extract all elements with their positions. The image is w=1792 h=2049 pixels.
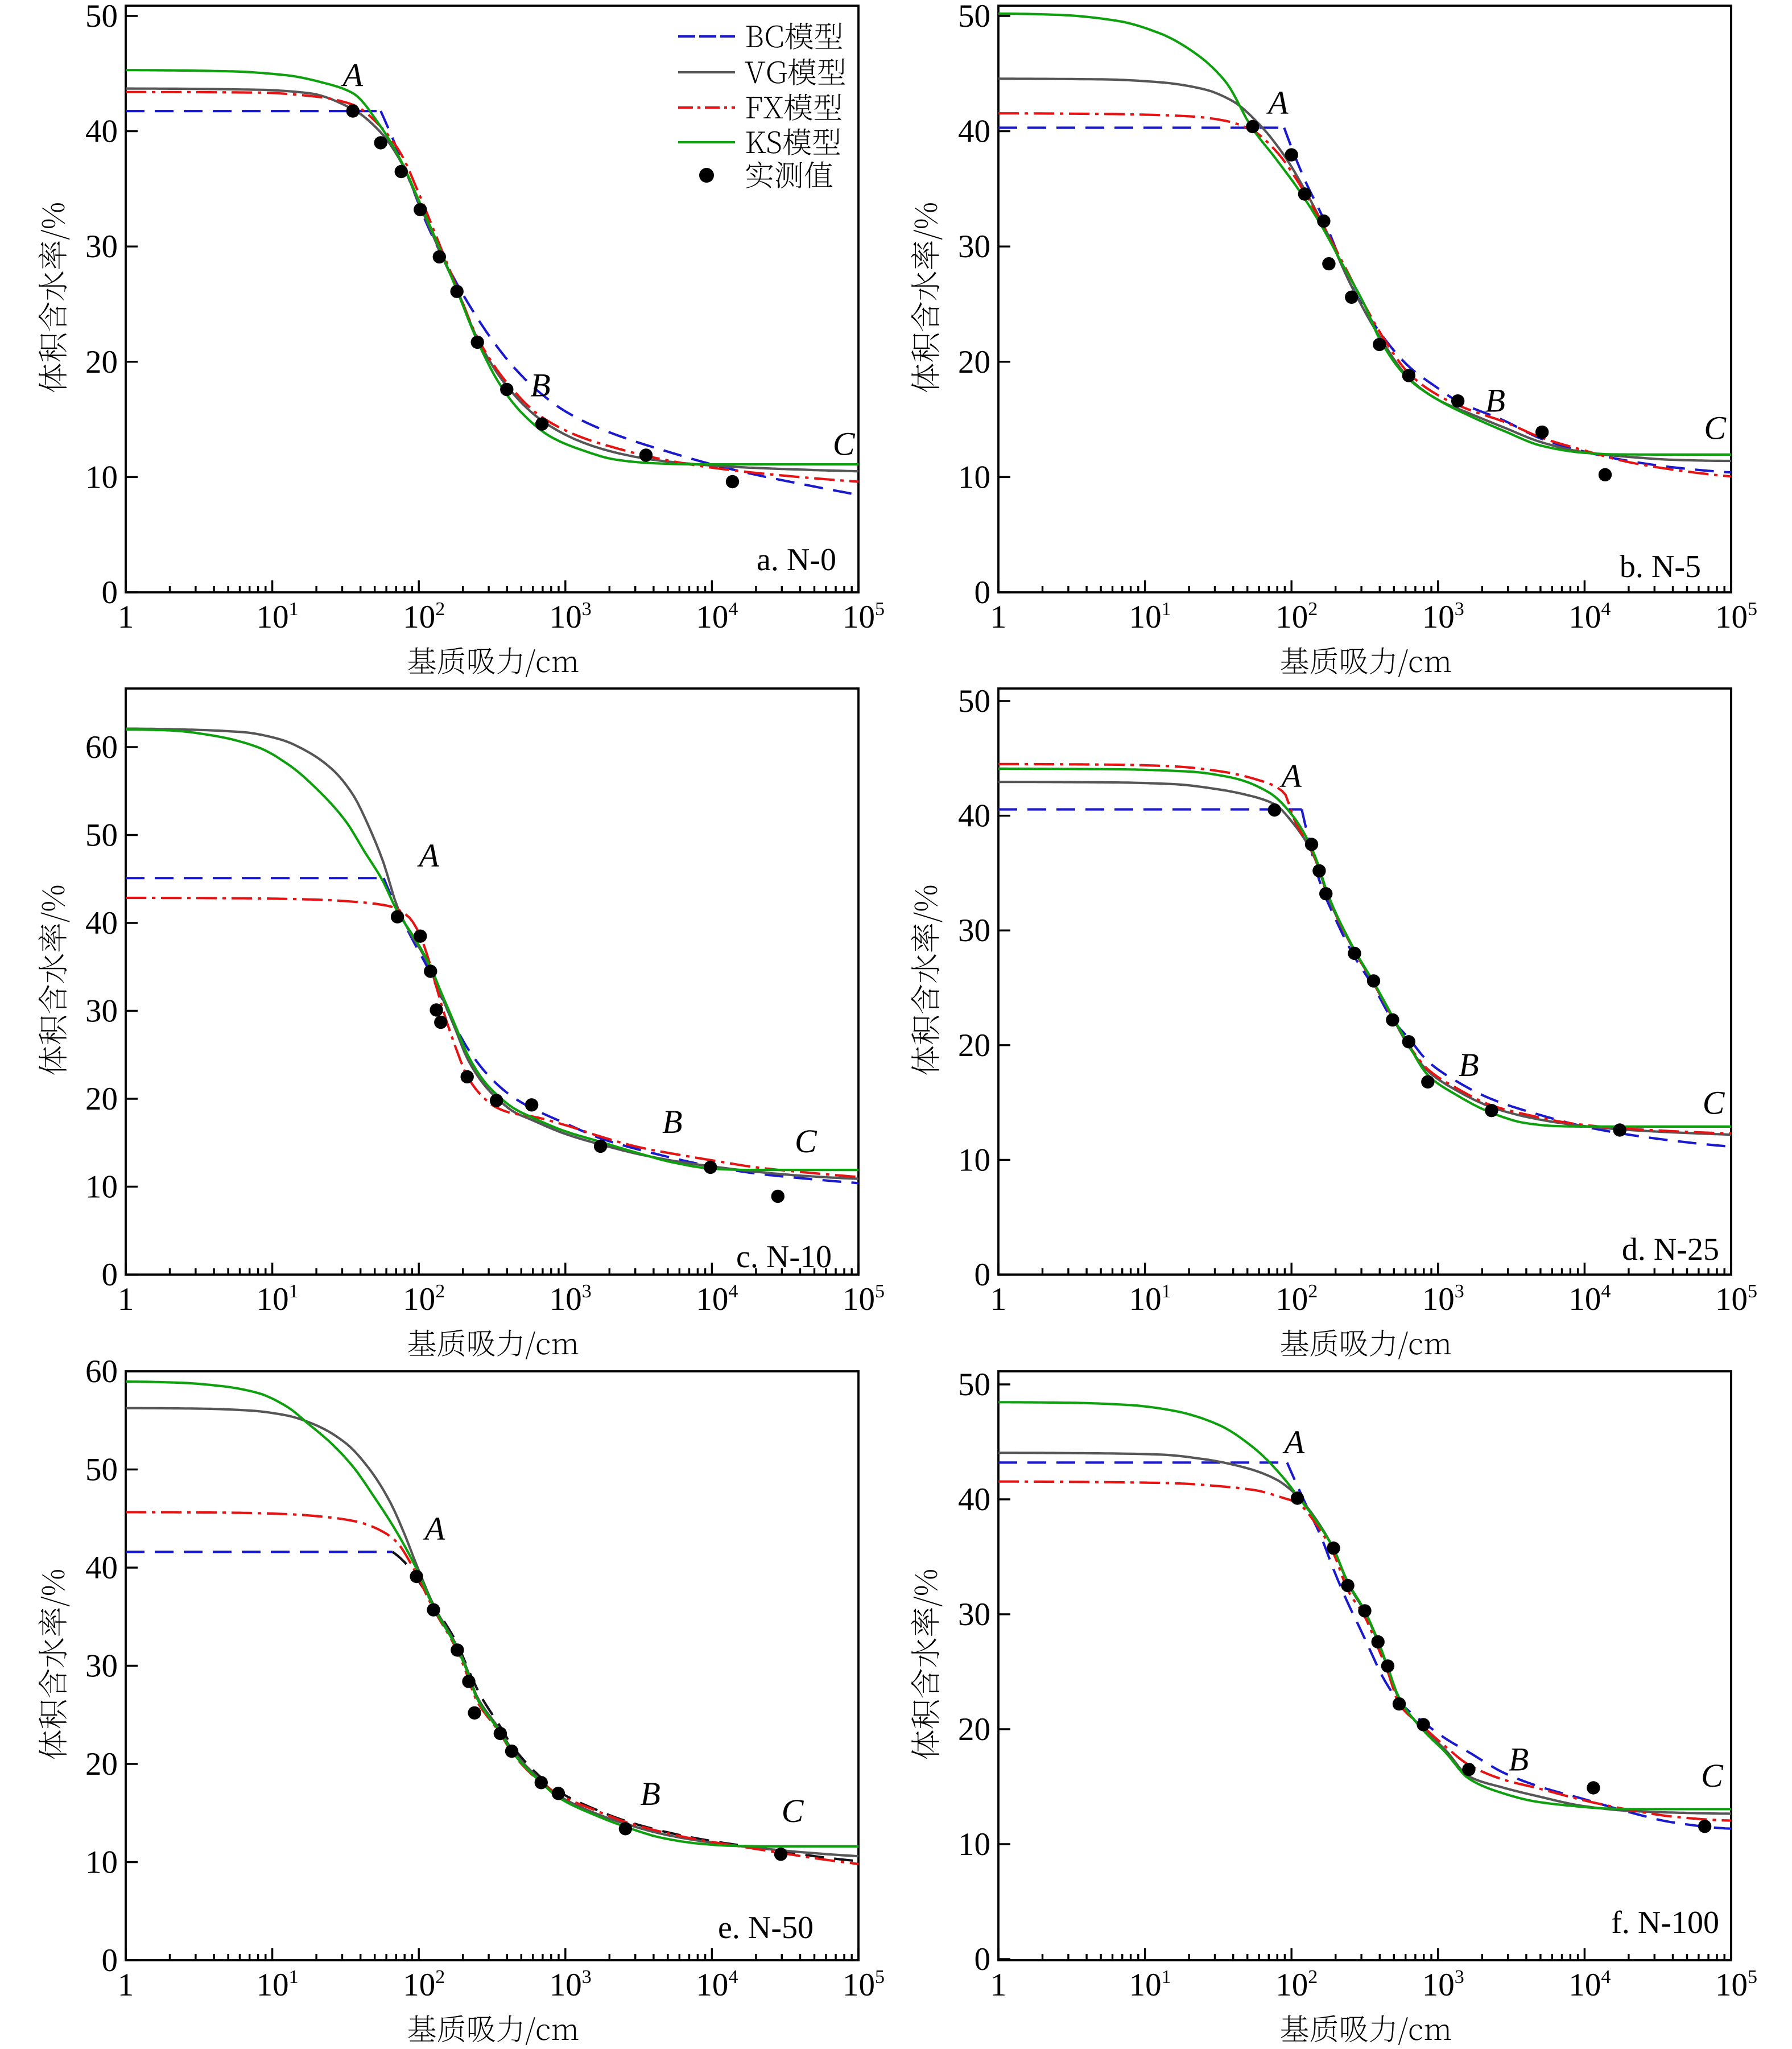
svg-text:C: C xyxy=(795,1123,817,1160)
svg-text:50: 50 xyxy=(85,0,118,34)
svg-text:1: 1 xyxy=(990,599,1007,635)
svg-text:B: B xyxy=(530,366,550,403)
svg-text:10: 10 xyxy=(958,459,990,495)
svg-text:60: 60 xyxy=(85,1354,118,1390)
svg-text:B: B xyxy=(640,1775,660,1812)
svg-text:b. N-5: b. N-5 xyxy=(1620,549,1701,584)
svg-text:d. N-25: d. N-25 xyxy=(1622,1232,1719,1267)
svg-text:50: 50 xyxy=(958,0,990,34)
svg-text:60: 60 xyxy=(85,729,118,765)
svg-text:B: B xyxy=(1509,1741,1529,1778)
svg-text:1: 1 xyxy=(990,1967,1007,2003)
svg-text:40: 40 xyxy=(958,114,990,150)
svg-text:C: C xyxy=(1704,409,1727,446)
svg-text:1: 1 xyxy=(118,1967,134,2003)
svg-text:10: 10 xyxy=(85,1845,118,1881)
svg-text:104: 104 xyxy=(1568,1966,1611,2003)
svg-text:103: 103 xyxy=(550,1281,592,1317)
svg-text:A: A xyxy=(423,1510,445,1547)
svg-text:0: 0 xyxy=(975,575,991,611)
svg-text:40: 40 xyxy=(958,1482,990,1518)
svg-text:30: 30 xyxy=(958,913,990,949)
svg-text:30: 30 xyxy=(85,1648,118,1684)
svg-text:C: C xyxy=(833,426,856,463)
svg-text:20: 20 xyxy=(85,1081,118,1117)
svg-text:0: 0 xyxy=(102,575,118,611)
svg-text:A: A xyxy=(341,56,364,93)
svg-text:10: 10 xyxy=(85,459,118,495)
svg-text:A: A xyxy=(416,837,439,874)
svg-text:40: 40 xyxy=(958,798,990,834)
svg-text:0: 0 xyxy=(102,1257,118,1293)
svg-text:B: B xyxy=(1459,1046,1479,1083)
svg-text:A: A xyxy=(1266,84,1289,121)
svg-text:20: 20 xyxy=(85,344,118,380)
svg-text:40: 40 xyxy=(85,1550,118,1586)
svg-text:40: 40 xyxy=(85,905,118,941)
svg-text:40: 40 xyxy=(85,114,118,150)
svg-text:B: B xyxy=(662,1103,682,1140)
svg-text:105: 105 xyxy=(1715,1281,1757,1317)
svg-text:C: C xyxy=(1703,1085,1725,1122)
svg-text:10: 10 xyxy=(85,1169,118,1205)
svg-text:C: C xyxy=(782,1792,804,1829)
svg-text:a. N-0: a. N-0 xyxy=(757,542,836,578)
svg-text:30: 30 xyxy=(85,229,118,265)
svg-text:A: A xyxy=(1282,1424,1305,1461)
svg-text:0: 0 xyxy=(975,1941,991,1977)
svg-text:20: 20 xyxy=(958,344,990,380)
svg-text:30: 30 xyxy=(958,229,990,265)
svg-text:10: 10 xyxy=(958,1827,990,1862)
svg-text:50: 50 xyxy=(958,683,990,719)
svg-text:0: 0 xyxy=(975,1257,991,1293)
svg-text:C: C xyxy=(1701,1757,1724,1794)
svg-text:f. N-100: f. N-100 xyxy=(1611,1905,1719,1940)
svg-text:104: 104 xyxy=(696,1281,738,1317)
svg-text:101: 101 xyxy=(257,599,299,635)
svg-text:50: 50 xyxy=(85,818,118,854)
svg-text:1: 1 xyxy=(118,1281,134,1317)
svg-text:50: 50 xyxy=(85,1452,118,1488)
svg-text:A: A xyxy=(1279,757,1302,794)
svg-text:0: 0 xyxy=(102,1943,118,1978)
svg-text:30: 30 xyxy=(85,993,118,1029)
svg-text:105: 105 xyxy=(843,599,885,635)
svg-text:30: 30 xyxy=(958,1597,990,1632)
svg-text:e. N-50: e. N-50 xyxy=(718,1910,814,1945)
svg-text:10: 10 xyxy=(958,1142,990,1178)
svg-text:20: 20 xyxy=(958,1028,990,1063)
svg-text:102: 102 xyxy=(1275,1966,1318,2003)
svg-text:102: 102 xyxy=(403,1966,445,2003)
svg-text:101: 101 xyxy=(1129,599,1171,635)
svg-text:20: 20 xyxy=(958,1712,990,1747)
svg-text:20: 20 xyxy=(85,1746,118,1782)
svg-text:50: 50 xyxy=(958,1367,990,1403)
svg-text:1: 1 xyxy=(990,1281,1007,1317)
svg-text:B: B xyxy=(1485,382,1505,419)
svg-text:c. N-10: c. N-10 xyxy=(736,1239,832,1275)
svg-text:1: 1 xyxy=(118,599,134,635)
